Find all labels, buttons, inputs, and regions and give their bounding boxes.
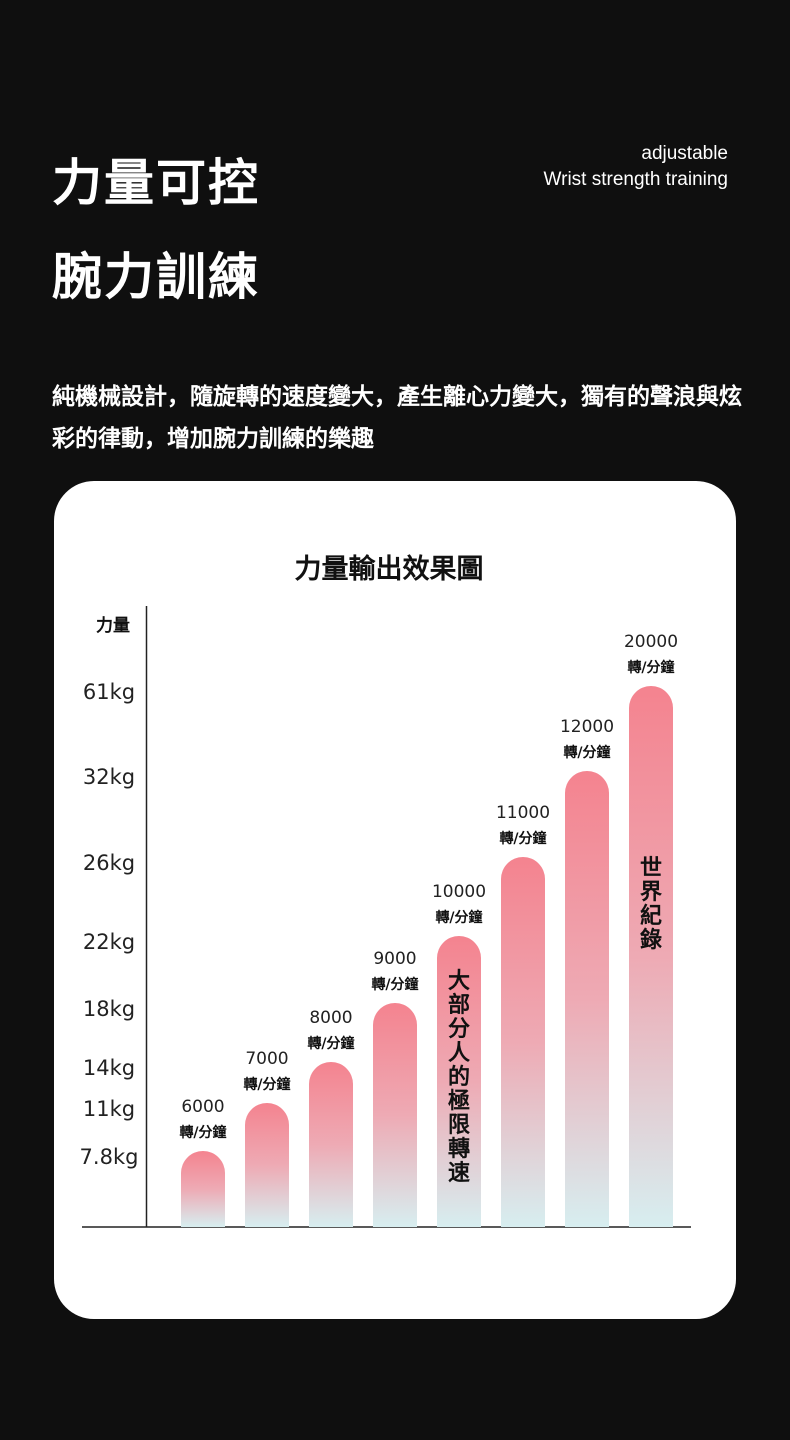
y-tick-label: 7.8kg xyxy=(80,1145,139,1169)
bar-value-label: 9000 xyxy=(373,949,416,969)
bar-unit-label: 轉/分鐘 xyxy=(499,830,546,847)
bar-value-label: 7000 xyxy=(245,1049,288,1069)
bar-unit-label: 轉/分鐘 xyxy=(435,909,482,926)
bars xyxy=(181,686,673,1227)
bar-value-label: 10000 xyxy=(432,882,486,902)
bar-value-label: 12000 xyxy=(560,717,614,737)
tagline-line-2: Wrist strength training xyxy=(543,169,728,190)
bar-20000 xyxy=(629,686,673,1227)
y-tick-label: 18kg xyxy=(83,997,135,1021)
tagline-line-1: adjustable xyxy=(641,143,728,164)
bar-value-label: 11000 xyxy=(496,803,550,823)
y-tick-labels: 7.8kg 11kg 14kg 18kg 22kg 26kg 32kg 61kg xyxy=(80,680,139,1169)
bar-unit-label: 轉/分鐘 xyxy=(243,1076,290,1093)
annotation-20000: 世界紀錄 xyxy=(640,856,662,953)
y-tick-label: 32kg xyxy=(83,765,135,789)
bar-9000 xyxy=(373,1003,417,1227)
y-axis-label: 力量 xyxy=(96,615,130,636)
bar-12000 xyxy=(565,771,609,1227)
bar-unit-label: 轉/分鐘 xyxy=(563,744,610,761)
chart-title: 力量輸出效果圖 xyxy=(295,553,484,585)
bar-10000 xyxy=(437,936,481,1227)
y-tick-label: 22kg xyxy=(83,930,135,954)
y-tick-label: 61kg xyxy=(83,680,135,704)
chart-annotations: 大部分人的極限轉速 世界紀錄 xyxy=(448,856,662,1186)
bar-unit-label: 轉/分鐘 xyxy=(307,1035,354,1052)
force-output-chart: 力量輸出效果圖 力量 7.8kg 11kg 14kg 18kg 22kg 26kg 32kg… xyxy=(80,553,691,1228)
bar-unit-label: 轉/分鐘 xyxy=(627,659,674,676)
bar-value-label: 20000 xyxy=(624,632,678,652)
bar-8000 xyxy=(309,1062,353,1227)
bar-unit-label: 轉/分鐘 xyxy=(371,976,418,993)
bar-11000 xyxy=(501,857,545,1227)
bar-7000 xyxy=(245,1103,289,1227)
bar-labels: 6000 轉/分鐘 7000 轉/分鐘 8000 轉/分鐘 9000 轉/分鐘 10000 轉/分… xyxy=(179,632,678,1141)
bar-value-label: 8000 xyxy=(309,1008,352,1028)
y-tick-label: 11kg xyxy=(83,1097,135,1121)
bar-6000 xyxy=(181,1151,225,1227)
headline-line-2: 腕力訓練 xyxy=(52,248,260,306)
annotation-10000: 大部分人的極限轉速 xyxy=(448,969,470,1186)
description: 純機械設計，隨旋轉的速度變大，產生離心力變大，獨有的聲浪與炫彩的律動，增加腕力訓… xyxy=(52,384,742,452)
bar-value-label: 6000 xyxy=(181,1097,224,1117)
y-tick-label: 14kg xyxy=(83,1056,135,1080)
headline-line-1: 力量可控 xyxy=(52,154,260,212)
chart-card: 力量輸出效果圖 力量 7.8kg 11kg 14kg 18kg 22kg 26kg 32kg… xyxy=(54,481,736,1319)
bar-unit-label: 轉/分鐘 xyxy=(179,1124,226,1141)
y-tick-label: 26kg xyxy=(83,851,135,875)
